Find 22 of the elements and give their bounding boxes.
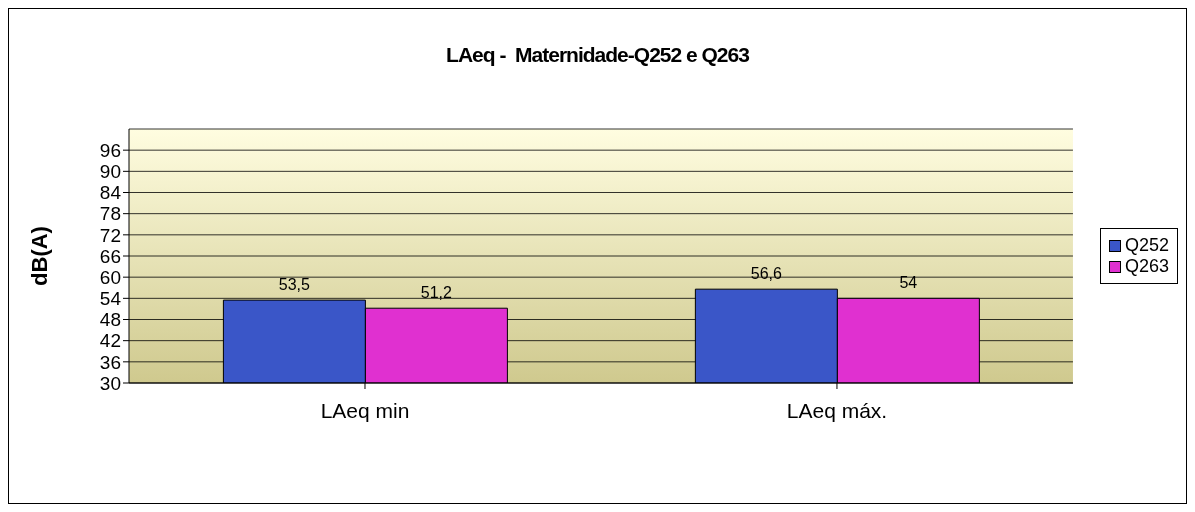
x-tick-label: LAeq máx. <box>786 398 888 422</box>
y-tick-label: 96 <box>99 139 121 161</box>
y-tick-label: 66 <box>99 245 121 267</box>
data-label: 51,2 <box>420 284 453 302</box>
y-tick-label: 30 <box>99 372 121 394</box>
y-tick-label: 90 <box>99 161 121 183</box>
y-tick-label: 72 <box>99 224 121 246</box>
y-tick-label: 60 <box>99 266 121 288</box>
y-tick-label: 36 <box>99 351 121 373</box>
data-label: 54 <box>899 274 918 292</box>
legend-label: Q252 <box>1124 235 1169 256</box>
y-tick-label: 54 <box>99 288 122 310</box>
y-tick-label: 42 <box>99 330 121 352</box>
x-tick-label: LAeq min <box>320 398 410 422</box>
y-tick-label: 48 <box>99 309 121 331</box>
legend-label: Q263 <box>1124 256 1169 277</box>
y-tick-label: 84 <box>99 182 122 204</box>
y-tick-label: 78 <box>99 203 121 225</box>
data-label: 53,5 <box>278 276 311 294</box>
chart-title: LAeq - Maternidade-Q252 e Q263 <box>445 43 750 67</box>
y-axis-title: dB(A) <box>26 226 52 286</box>
data-label: 56,6 <box>750 265 783 283</box>
